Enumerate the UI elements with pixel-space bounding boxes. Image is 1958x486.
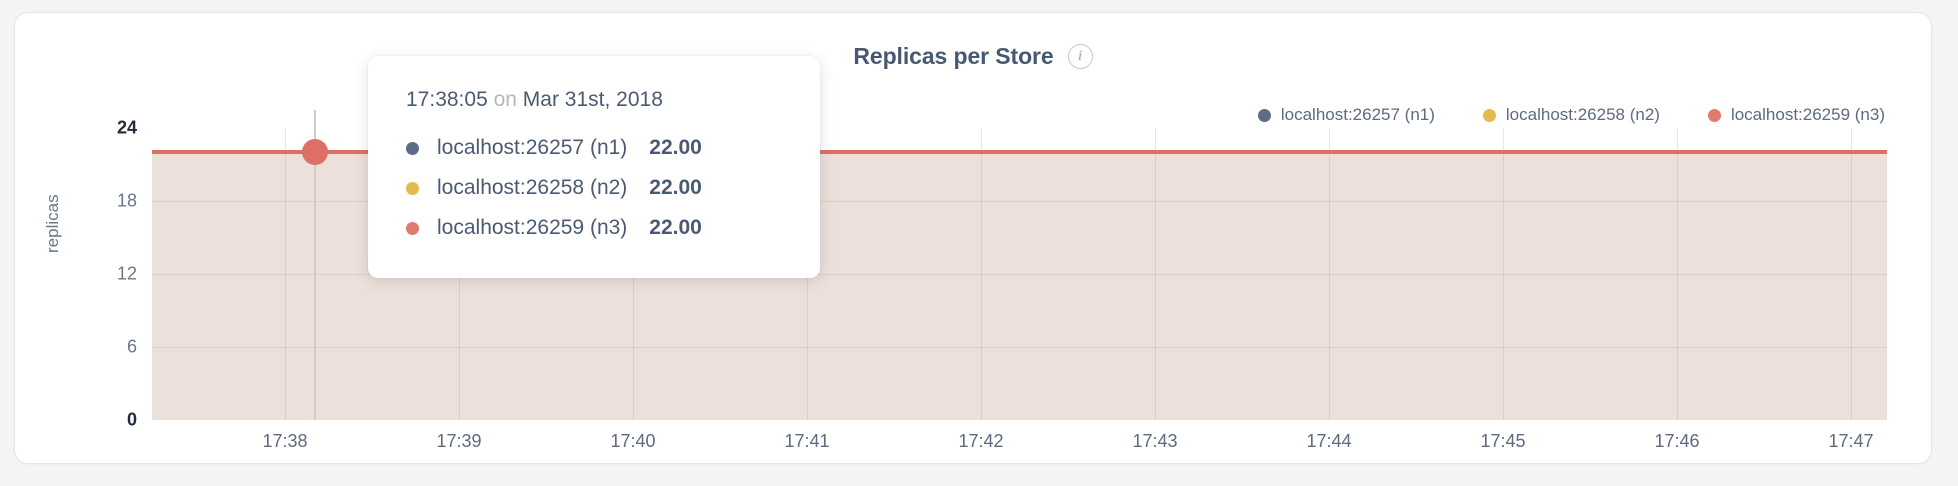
tooltip-row-n2: localhost:26258 (n2) 22.00 [368,168,820,208]
x-tick-1743: 17:43 [1132,431,1178,451]
tooltip-on-word: on [493,88,517,111]
tooltip-row-n1: localhost:26257 (n1) 22.00 [368,128,820,168]
x-tick-1747: 17:47 [1828,431,1874,451]
gridline-x-1742 [981,128,982,420]
tooltip-dot-n3 [406,221,419,235]
hover-tooltip: 17:38:05 on Mar 31st, 2018 localhost:262… [368,56,820,278]
legend-label-n2: localhost:26258 (n2) [1505,105,1660,124]
x-tick-1745: 17:45 [1480,431,1526,451]
tooltip-label-n2: localhost:26258 (n2) [437,176,628,199]
series-line-n3 [152,150,1887,154]
y-tick-24: 24 [116,117,137,138]
y-axis-ticks: 24 18 12 6 0 [85,118,137,430]
x-tick-1742: 17:42 [958,431,1004,451]
y-tick-18: 18 [116,190,137,211]
crosshair-line [314,110,316,420]
x-tick-1738: 17:38 [262,431,308,451]
gridline-x-1747 [1851,128,1852,420]
tooltip-label-n1: localhost:26257 (n1) [437,136,628,159]
x-axis-ticks: 17:38 17:39 17:40 17:41 17:42 17:43 17:4… [152,431,1887,457]
legend-label-n1: localhost:26257 (n1) [1280,105,1435,124]
tooltip-row-n3: localhost:26259 (n3) 22.00 [368,208,820,248]
tooltip-value-n1: 22.00 [649,136,702,159]
gridline-x-1745 [1503,128,1504,420]
legend-item-n1[interactable]: localhost:26257 (n1) [1257,105,1435,125]
gridline-x-1744 [1329,128,1330,420]
x-tick-1741: 17:41 [784,431,830,451]
tooltip-value-n2: 22.00 [649,176,702,199]
legend-label-n3: localhost:26259 (n3) [1730,105,1885,124]
legend-item-n2[interactable]: localhost:26258 (n2) [1482,105,1660,125]
y-axis-title: replicas [43,194,62,253]
gridline-y-18 [152,201,1887,202]
legend-dot-n3 [1707,108,1721,122]
legend-item-n3[interactable]: localhost:26259 (n3) [1707,105,1885,125]
x-tick-1740: 17:40 [610,431,656,451]
chart-legend: localhost:26257 (n1) localhost:26258 (n2… [1257,105,1885,125]
tooltip-header: 17:38:05 on Mar 31st, 2018 [368,88,820,112]
tooltip-label-n3: localhost:26259 (n3) [437,216,628,239]
y-tick-0: 0 [126,409,137,430]
y-tick-6: 6 [126,336,137,357]
x-tick-1744: 17:44 [1306,431,1352,451]
x-tick-1746: 17:46 [1654,431,1700,451]
gridline-y-12 [152,274,1887,275]
gridline-x-1746 [1677,128,1678,420]
legend-dot-n1 [1257,108,1271,122]
info-icon[interactable]: i [1067,44,1093,69]
chart-card: Replicas per Store i localhost:26257 (n1… [14,12,1932,464]
gridline-x-1738 [285,128,286,420]
tooltip-time: 17:38:05 [406,88,488,111]
gridline-x-1743 [1155,128,1156,420]
page-title: Replicas per Store [853,43,1054,69]
tooltip-value-n3: 22.00 [649,216,702,239]
tooltip-dot-n2 [406,181,419,195]
tooltip-dot-n1 [406,141,419,155]
y-tick-12: 12 [116,263,137,284]
hover-point-marker[interactable] [302,139,328,165]
x-tick-1739: 17:39 [436,431,482,451]
gridline-y-6 [152,347,1887,348]
legend-dot-n2 [1482,108,1496,122]
chart-header: Replicas per Store i [15,43,1931,70]
tooltip-date: Mar 31st, 2018 [522,88,663,111]
